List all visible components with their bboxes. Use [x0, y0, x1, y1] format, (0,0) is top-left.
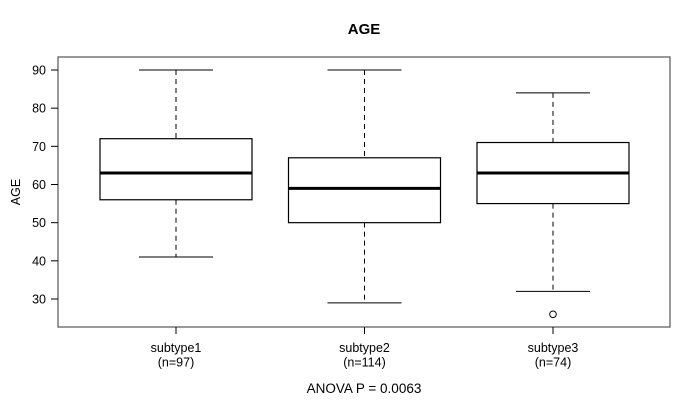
- anova-annotation: ANOVA P = 0.0063: [307, 381, 422, 396]
- iqr-box: [287, 157, 442, 224]
- y-tick-label: 60: [32, 178, 46, 192]
- chart-title: AGE: [348, 21, 381, 38]
- group-label: subtype1: [151, 341, 202, 355]
- y-tick-label: 80: [32, 102, 46, 116]
- group-count-label: (n=97): [158, 356, 194, 370]
- group-label: subtype3: [528, 341, 579, 355]
- plot-area: 30 40 50 60 70 80 90 subtype1(n=97) subtype2(n=1…: [32, 56, 671, 370]
- y-tick-label: 50: [32, 216, 46, 230]
- iqr-box: [99, 138, 253, 201]
- y-axis-label: AGE: [9, 179, 23, 205]
- y-tick-label: 40: [32, 254, 46, 268]
- y-tick-label: 90: [32, 64, 46, 78]
- group-count-label: (n=114): [343, 356, 386, 370]
- y-tick-label: 70: [32, 140, 46, 154]
- y-tick-label: 30: [32, 293, 46, 307]
- group-count-label: (n=74): [535, 356, 571, 370]
- group-label: subtype2: [339, 341, 390, 355]
- outlier-point: [549, 310, 557, 319]
